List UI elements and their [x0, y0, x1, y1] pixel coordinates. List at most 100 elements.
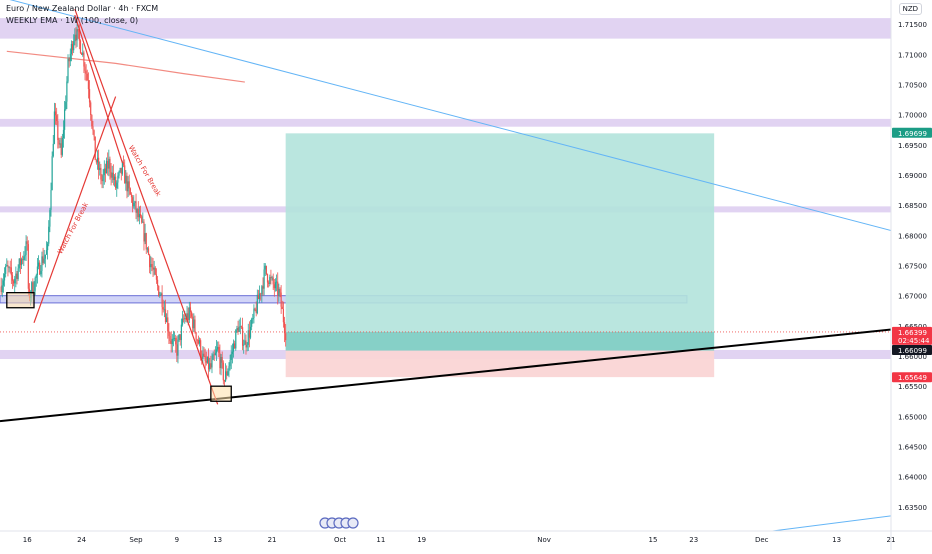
candle-body — [181, 318, 184, 325]
candle-body — [203, 353, 205, 356]
candle-body — [166, 317, 168, 323]
candle-body — [121, 162, 124, 174]
candle-body — [19, 258, 22, 266]
price-axis: 1.63500 1.64000 1.64500 1.65000 1.65500 1.660… — [890, 0, 932, 550]
candle-body — [175, 338, 177, 345]
candle-body — [153, 267, 155, 270]
candle-body — [39, 262, 41, 275]
candle-body — [45, 250, 48, 255]
x-tick-label: 13 — [832, 536, 841, 544]
y-tick-label: 1.68500 — [898, 202, 927, 210]
candle-body — [71, 43, 74, 51]
candle-body — [43, 258, 45, 263]
candle-body — [243, 344, 245, 346]
candle-body — [235, 330, 237, 349]
candle-body — [42, 256, 44, 263]
candle-body — [282, 309, 284, 323]
x-tick-label: 11 — [376, 536, 385, 544]
long-position-open-pnl — [285, 331, 715, 351]
candle-body — [111, 172, 113, 178]
candle-body — [51, 156, 53, 191]
candle-body — [237, 328, 239, 332]
candle-body — [52, 143, 54, 157]
candle-body — [146, 248, 148, 250]
candle-body — [49, 209, 51, 227]
candle-body — [133, 202, 135, 207]
candle-body — [280, 292, 282, 307]
candle-body — [158, 285, 160, 297]
candle-body — [261, 286, 263, 295]
candle-body — [189, 307, 192, 313]
candle-body — [226, 371, 228, 376]
candle-body — [101, 179, 103, 182]
candle-body — [160, 293, 162, 296]
candle-body — [253, 308, 255, 318]
candle-body — [98, 157, 100, 171]
candle-body — [61, 137, 63, 155]
candle-body — [91, 114, 93, 127]
candle-body — [69, 53, 71, 62]
candle-body — [179, 334, 181, 341]
candle-body — [110, 171, 112, 178]
candle-body — [194, 319, 196, 333]
candle-body — [231, 351, 233, 354]
y-tick-label: 1.69500 — [898, 142, 927, 150]
candle-body — [159, 295, 161, 297]
candle-body — [22, 259, 24, 261]
candle-body — [277, 281, 279, 296]
candle-body — [156, 279, 159, 286]
candle-body — [116, 182, 118, 189]
candle-body — [105, 160, 108, 174]
candle-body — [23, 256, 25, 261]
candle-body — [197, 340, 199, 344]
candle-body — [112, 172, 114, 180]
descending-trendline — [9, 0, 891, 232]
price-countdown: 02:45:44 — [898, 337, 930, 345]
candle-body — [134, 201, 136, 203]
candle-body — [6, 265, 8, 267]
candle-body — [76, 29, 78, 41]
candle-body — [169, 336, 171, 341]
top-to-break — [74, 14, 123, 164]
candle-body — [24, 254, 26, 257]
x-tick-label: Sep — [129, 536, 143, 544]
candle-body — [248, 330, 250, 338]
candle-body — [18, 258, 20, 269]
candle-body — [219, 352, 221, 369]
candle-body — [141, 216, 143, 223]
candle-body — [67, 58, 69, 82]
candle-body — [145, 233, 147, 250]
candle-body — [36, 266, 39, 275]
candle-body — [125, 175, 127, 184]
candle-body — [154, 267, 156, 275]
candle-body — [265, 265, 267, 275]
y-tick-label: 1.69000 — [898, 172, 927, 180]
candle-body — [81, 53, 83, 55]
candle-body — [185, 318, 187, 320]
candle-body — [40, 270, 42, 275]
candle-body — [104, 168, 107, 174]
candle-body — [186, 313, 188, 320]
candle-body — [41, 256, 43, 271]
price-label: 1.66399 — [898, 329, 927, 337]
candle-body — [37, 262, 40, 267]
candle-body — [33, 290, 35, 294]
candle-body — [82, 52, 84, 55]
candle-body — [246, 344, 248, 348]
price-label-bg — [892, 127, 932, 138]
candle-body — [100, 167, 102, 180]
candle-body — [102, 175, 104, 182]
indicator-legend[interactable]: WEEKLY EMA · 1W (100, close, 0) — [6, 16, 139, 25]
candle-body — [255, 309, 257, 314]
candle-body — [232, 343, 235, 352]
candle-body — [127, 181, 129, 192]
currency-badge[interactable]: NZD — [898, 3, 922, 15]
candle-body — [53, 111, 56, 144]
candle-body — [178, 334, 180, 340]
candle-body — [150, 264, 152, 268]
long-position-target — [285, 133, 715, 351]
candle-body — [90, 102, 92, 115]
